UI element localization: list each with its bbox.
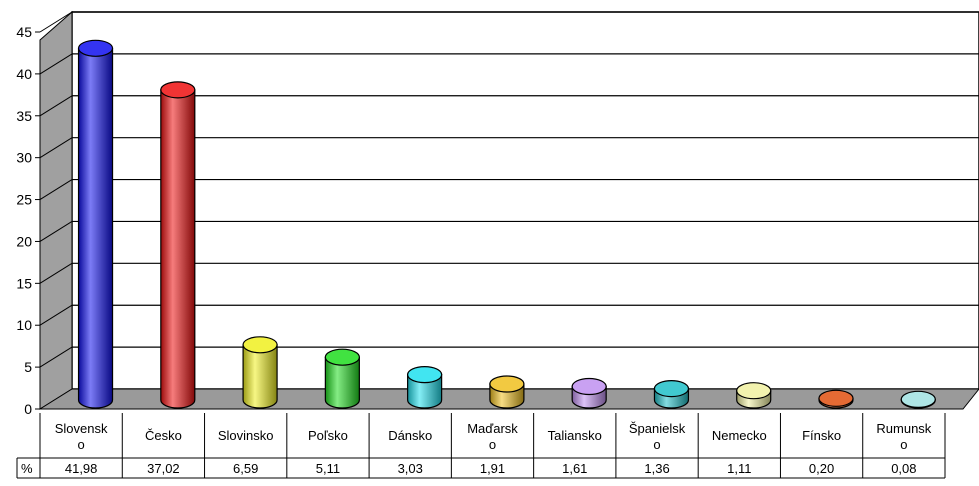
x-category-label-line: Taliansko — [548, 428, 602, 443]
bar-top — [242, 336, 278, 354]
data-value-label: 0,08 — [891, 461, 916, 476]
gridline-side — [39, 262, 73, 284]
bar-top — [818, 389, 854, 407]
x-category-label-line: Česko — [145, 428, 182, 443]
bar-cylinder — [160, 89, 196, 409]
x-category-label-line: o — [900, 437, 907, 452]
y-tick-label: 30 — [16, 150, 32, 166]
gridline-side — [39, 53, 73, 75]
x-category-label: Taliansko — [548, 428, 602, 443]
y-tick-label: 35 — [16, 108, 32, 124]
x-category-label: Fínsko — [802, 428, 841, 443]
bar-top — [653, 380, 690, 398]
gridline-side — [39, 221, 73, 242]
y-tick-label: 25 — [16, 192, 32, 208]
x-category-label: Poľsko — [308, 428, 348, 443]
x-category-label: Rumunsk o — [876, 421, 931, 452]
x-category-label-line: o — [78, 437, 85, 452]
x-category-label: Dánsko — [388, 428, 432, 443]
y-tick-label: 5 — [24, 359, 32, 375]
y-tick-label: 40 — [16, 66, 32, 82]
x-category-label-line: Slovinsko — [218, 428, 274, 443]
data-value-label: 5,11 — [316, 461, 340, 476]
data-value-label: 6,59 — [233, 461, 258, 476]
bar-top — [736, 382, 772, 400]
x-category-label: Maďarsk o — [467, 421, 518, 452]
data-value-label: 1,11 — [727, 461, 751, 476]
bar-cylinder — [77, 47, 114, 409]
gridline-side — [39, 137, 73, 159]
x-category-label-line: Poľsko — [308, 428, 348, 443]
data-value-label: 0,20 — [809, 461, 834, 476]
x-category-label-line: o — [653, 437, 660, 452]
y-tick-label: 45 — [16, 24, 32, 40]
bar-cylinder — [242, 344, 278, 409]
gridline-side — [39, 346, 73, 368]
bar-top — [407, 366, 443, 384]
bar-top — [571, 377, 607, 396]
x-category-label-line: o — [489, 437, 496, 452]
x-category-label-line: Slovensk — [55, 421, 108, 436]
x-category-label-line: Nemecko — [712, 428, 767, 443]
series-label: % — [21, 461, 33, 476]
x-category-label: Španielsk o — [629, 421, 686, 452]
data-value-label: 41,98 — [65, 461, 98, 476]
bar-top — [324, 348, 360, 366]
x-category-label-line: Fínsko — [802, 428, 841, 443]
bar-cylinder — [407, 374, 443, 409]
y-tick-label: 20 — [16, 233, 32, 249]
back-wall — [71, 11, 979, 390]
gridline-side — [39, 304, 73, 326]
bar-top — [77, 39, 114, 57]
x-category-label-line: Maďarsk — [467, 421, 518, 436]
bar-top — [160, 81, 196, 99]
x-category-label-line: Rumunsk — [876, 421, 931, 436]
side-wall — [39, 10, 73, 410]
x-category-label: Slovinsko — [218, 428, 274, 443]
x-category-label-line: Dánsko — [388, 428, 432, 443]
data-value-label: 1,36 — [644, 461, 669, 476]
bar-top — [900, 390, 936, 408]
x-category-label: Nemecko — [712, 428, 767, 443]
data-value-label: 3,03 — [398, 461, 423, 476]
bar-cylinder — [324, 356, 360, 409]
y-tick-label: 10 — [16, 317, 32, 333]
x-category-label: Česko — [145, 428, 182, 443]
bar-top — [489, 375, 525, 393]
x-category-label-line: Španielsk — [629, 421, 686, 436]
gridline-side — [39, 95, 73, 117]
data-value-label: 1,61 — [562, 461, 587, 476]
y-tick-label: 15 — [16, 275, 32, 291]
gridline-side — [39, 11, 73, 33]
gridline-side — [39, 179, 73, 200]
x-category-label: Slovensk o — [55, 421, 108, 452]
y-tick-label: 0 — [24, 401, 32, 417]
data-value-label: 37,02 — [147, 461, 180, 476]
data-value-label: 1,91 — [480, 461, 505, 476]
